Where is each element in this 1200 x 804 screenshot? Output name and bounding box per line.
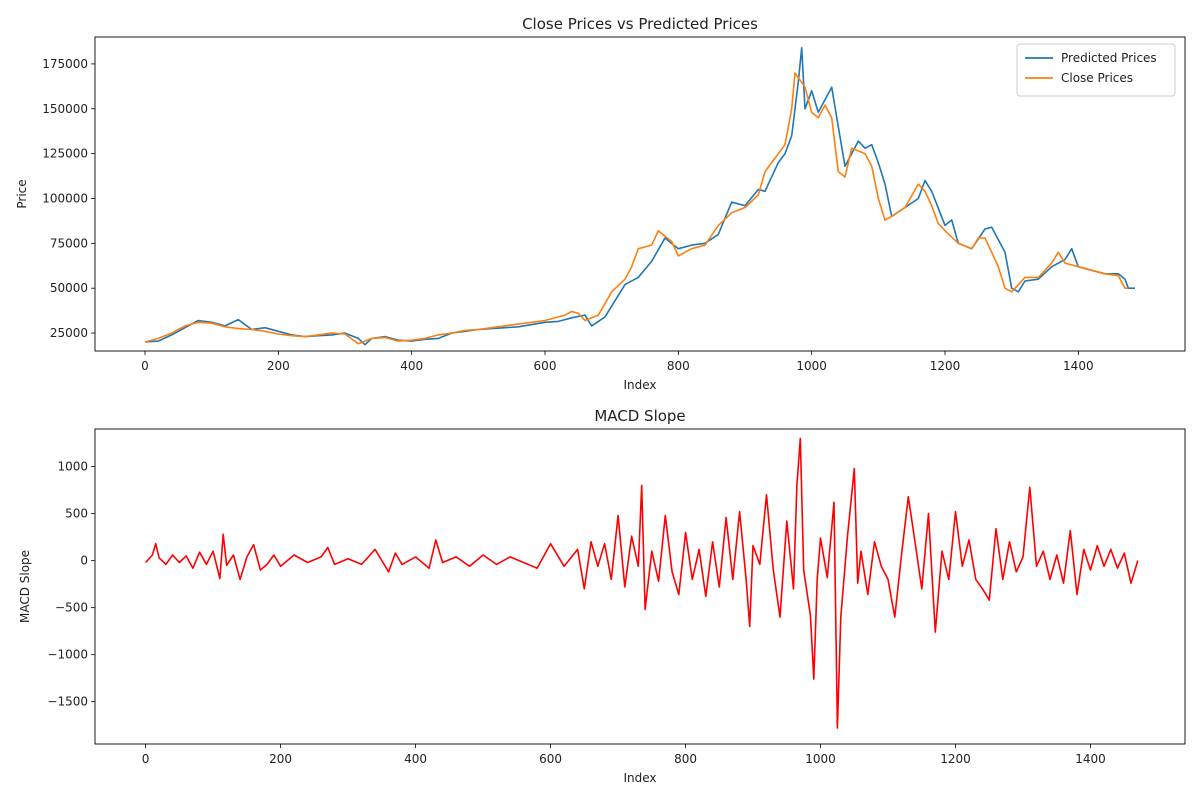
x-tick-label: 600 — [534, 359, 557, 373]
y-tick-label: 50000 — [50, 281, 88, 295]
y-tick-label: −500 — [55, 601, 88, 615]
y-tick-label: −1000 — [47, 648, 88, 662]
y-tick-label: 500 — [65, 507, 88, 521]
x-tick-label: 200 — [269, 752, 292, 766]
x-tick-label: 800 — [667, 359, 690, 373]
x-tick-label: 400 — [400, 359, 423, 373]
chart-panel-2: MACD Slope 0 200 400 600 800 1000 1200 1400 1000 5… — [18, 407, 1186, 785]
x-tick-label: 0 — [142, 752, 150, 766]
chart-panel-1: Close Prices vs Predicted Prices 0 200 400 6… — [15, 15, 1186, 392]
x-tick-label: 1200 — [930, 359, 961, 373]
y-tick-label: 0 — [80, 554, 88, 568]
x-tick-label: 0 — [141, 359, 149, 373]
y-tick-label: 125000 — [42, 147, 88, 161]
x-tick-label: 1400 — [1063, 359, 1094, 373]
y-axis-label: Price — [15, 179, 29, 208]
y-axis-label: MACD Slope — [18, 550, 32, 623]
y-tick-label: −1500 — [47, 695, 88, 709]
y-tick-label: 150000 — [42, 102, 88, 116]
legend-label: Close Prices — [1061, 71, 1133, 85]
legend-box — [1016, 43, 1176, 97]
y-tick-label: 100000 — [42, 191, 88, 205]
series-line-close-prices — [144, 72, 1129, 345]
x-tick-label: 400 — [404, 752, 427, 766]
x-axis-label: Index — [623, 771, 656, 785]
x-tick-label: 800 — [674, 752, 697, 766]
series-line-macd-slope — [145, 437, 1139, 729]
plot-frame — [94, 36, 1186, 352]
chart-title: Close Prices vs Predicted Prices — [522, 15, 758, 33]
chart-title: MACD Slope — [594, 407, 685, 425]
y-tick-label: 25000 — [50, 326, 88, 340]
x-axis-label: Index — [623, 378, 656, 392]
x-tick-label: 1400 — [1075, 752, 1106, 766]
x-tick-label: 1000 — [805, 752, 836, 766]
legend: Predicted Prices Close Prices — [1016, 43, 1176, 97]
x-tick-label: 1000 — [796, 359, 827, 373]
x-tick-label: 1200 — [940, 752, 971, 766]
series-group — [144, 47, 1135, 346]
y-tick-label: 75000 — [50, 236, 88, 250]
x-tick-label: 200 — [267, 359, 290, 373]
x-tick-label: 600 — [539, 752, 562, 766]
y-tick-label: 1000 — [57, 460, 88, 474]
series-line-predicted-prices — [144, 47, 1135, 346]
legend-label: Predicted Prices — [1061, 51, 1157, 65]
plot-frame — [94, 428, 1186, 745]
y-tick-label: 175000 — [42, 57, 88, 71]
series-group — [145, 437, 1139, 729]
